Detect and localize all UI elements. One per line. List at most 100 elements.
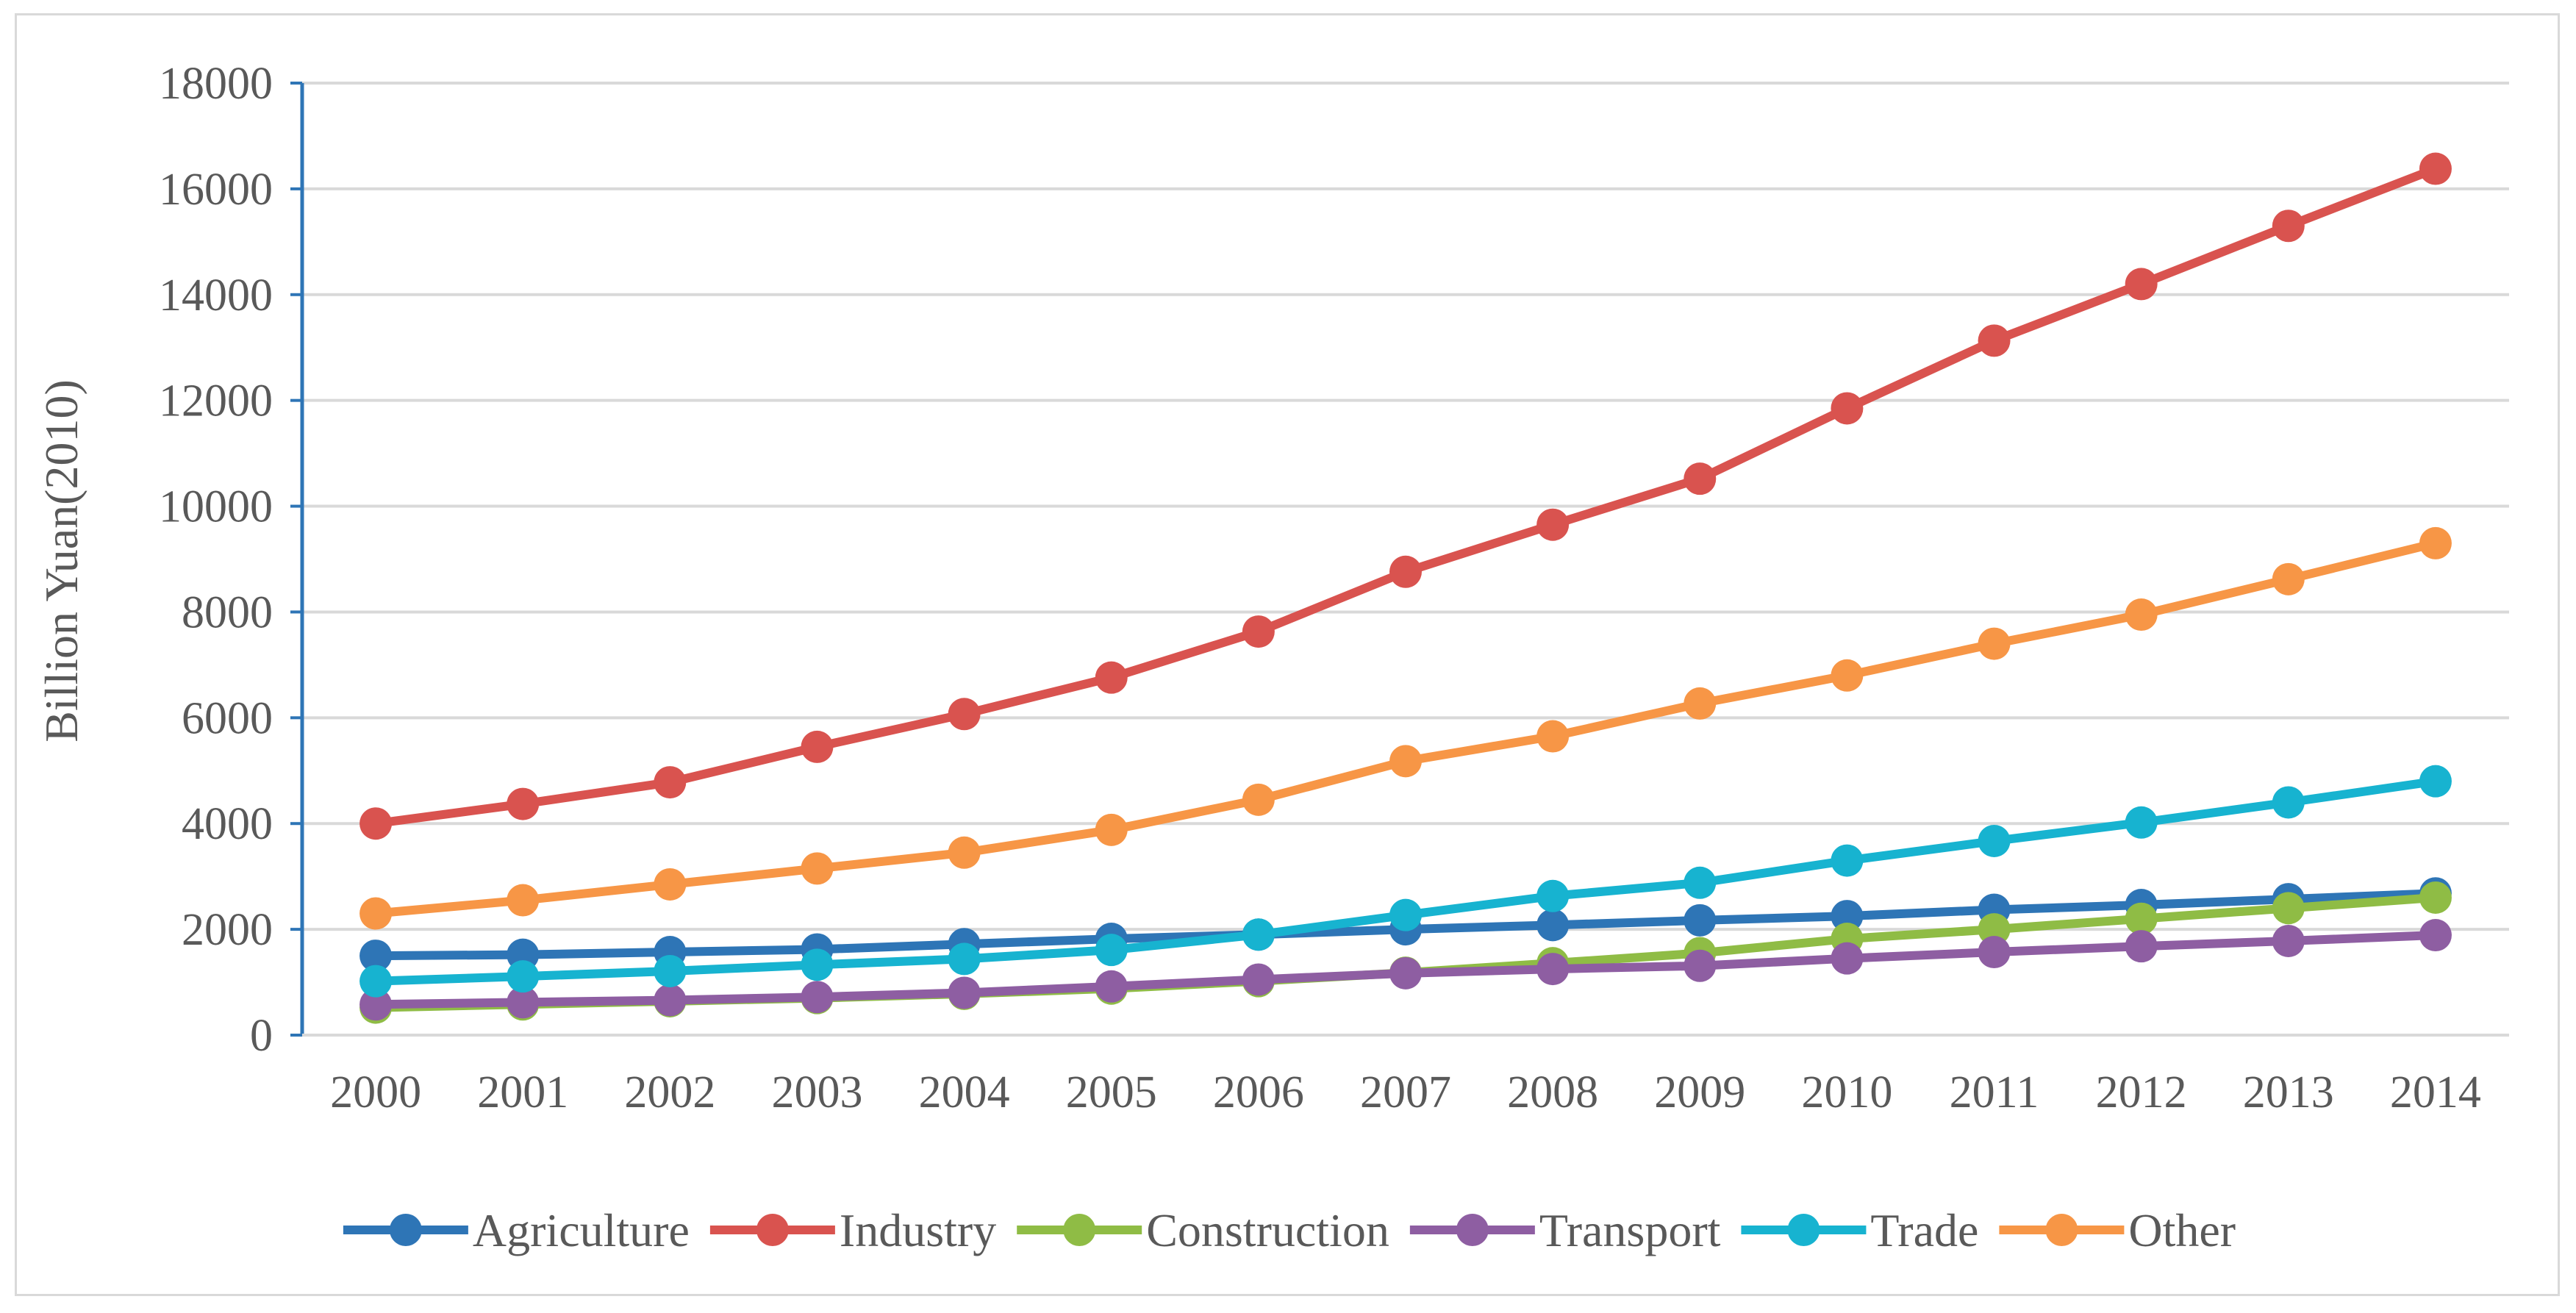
data-point-industry[interactable]: [801, 730, 834, 763]
data-point-other[interactable]: [1978, 627, 2011, 660]
y-tick-label: 10000: [159, 482, 273, 532]
data-point-transport[interactable]: [1536, 953, 1570, 986]
data-point-industry[interactable]: [654, 766, 687, 799]
data-point-other[interactable]: [2272, 562, 2305, 595]
data-point-transport[interactable]: [1684, 949, 1717, 982]
legend-item-transport[interactable]: Transport: [1409, 1204, 1721, 1256]
series-line-other: [371, 538, 2440, 918]
y-tick-label: 6000: [182, 693, 273, 743]
data-point-transport[interactable]: [1095, 970, 1128, 1003]
data-point-other[interactable]: [507, 884, 540, 917]
x-tick-label: 2003: [771, 1067, 862, 1117]
data-point-transport[interactable]: [1389, 956, 1422, 990]
data-point-trade[interactable]: [801, 948, 834, 981]
legend-swatch-marker: [1787, 1214, 1820, 1246]
data-point-other[interactable]: [2125, 598, 2158, 632]
legend-label: Other: [2128, 1204, 2236, 1256]
y-tick-label: 8000: [182, 587, 273, 637]
line-chart: 0 2000 4000 6000 8000 10000 12000 14000 16000 180…: [35, 59, 2509, 1256]
data-point-trade[interactable]: [1684, 866, 1717, 899]
data-point-trade[interactable]: [1536, 879, 1570, 912]
data-point-agriculture[interactable]: [1831, 900, 1864, 933]
data-point-industry[interactable]: [1978, 324, 2011, 357]
data-point-industry[interactable]: [1831, 392, 1864, 425]
data-point-other[interactable]: [1831, 659, 1864, 692]
y-tick-label: 0: [250, 1011, 273, 1061]
data-point-other[interactable]: [2419, 526, 2452, 559]
x-tick-label: 2011: [1950, 1067, 2039, 1117]
x-tick-label: 2008: [1507, 1067, 1598, 1117]
legend-item-industry[interactable]: Industry: [709, 1204, 996, 1256]
data-point-industry[interactable]: [1536, 508, 1570, 541]
data-point-other[interactable]: [948, 836, 981, 869]
data-point-other[interactable]: [1536, 720, 1570, 753]
data-point-transport[interactable]: [2125, 930, 2158, 963]
x-tick-label: 2010: [1801, 1067, 1892, 1117]
y-tick-label: 4000: [182, 799, 273, 849]
data-point-trade[interactable]: [654, 954, 687, 987]
data-point-transport[interactable]: [801, 981, 834, 1014]
data-point-trade[interactable]: [2272, 786, 2305, 819]
data-point-trade[interactable]: [359, 965, 393, 998]
x-tick-label: 2002: [624, 1067, 715, 1117]
data-point-other[interactable]: [1684, 687, 1717, 720]
y-tick-label: 2000: [182, 905, 273, 955]
legend-item-trade[interactable]: Trade: [1741, 1204, 1978, 1256]
data-point-trade[interactable]: [1242, 918, 1275, 951]
data-point-transport[interactable]: [2419, 919, 2452, 952]
data-point-industry[interactable]: [359, 807, 393, 840]
legend-item-other[interactable]: Other: [1999, 1204, 2236, 1256]
data-point-trade[interactable]: [1095, 934, 1128, 967]
data-point-agriculture[interactable]: [1536, 909, 1570, 942]
data-point-other[interactable]: [801, 852, 834, 885]
data-point-industry[interactable]: [1095, 661, 1128, 694]
data-point-transport[interactable]: [654, 984, 687, 1017]
series-line-industry: [371, 164, 2440, 829]
data-point-transport[interactable]: [359, 988, 393, 1021]
data-point-transport[interactable]: [1978, 936, 2011, 969]
data-point-construction[interactable]: [2272, 892, 2305, 925]
y-tick-label: 18000: [159, 59, 273, 109]
data-point-other[interactable]: [1095, 813, 1128, 846]
x-tick-label: 2001: [477, 1067, 568, 1117]
data-point-construction[interactable]: [1978, 913, 2011, 946]
data-point-agriculture[interactable]: [1684, 904, 1717, 937]
y-axis-title: Billion Yuan(2010): [35, 379, 87, 743]
data-point-construction[interactable]: [2419, 881, 2452, 914]
data-point-trade[interactable]: [1978, 824, 2011, 857]
data-point-industry[interactable]: [2125, 268, 2158, 301]
data-point-transport[interactable]: [1831, 942, 1864, 975]
data-point-construction[interactable]: [2125, 902, 2158, 935]
legend-item-construction[interactable]: Construction: [1017, 1204, 1389, 1256]
data-point-transport[interactable]: [1242, 963, 1275, 996]
data-point-other[interactable]: [1242, 783, 1275, 816]
data-point-industry[interactable]: [1389, 555, 1422, 588]
data-point-industry[interactable]: [1242, 615, 1275, 648]
legend-label: Agriculture: [473, 1204, 690, 1256]
data-point-transport[interactable]: [948, 976, 981, 1009]
data-point-trade[interactable]: [1389, 898, 1422, 931]
data-point-transport[interactable]: [507, 986, 540, 1019]
y-tick-label: 14000: [159, 271, 273, 321]
data-point-industry[interactable]: [948, 698, 981, 731]
data-point-industry[interactable]: [507, 787, 540, 820]
legend-label: Construction: [1146, 1204, 1389, 1256]
legend-item-agriculture[interactable]: Agriculture: [343, 1204, 690, 1256]
data-point-transport[interactable]: [2272, 924, 2305, 957]
data-point-other[interactable]: [654, 867, 687, 901]
data-point-trade[interactable]: [2419, 765, 2452, 798]
data-point-trade[interactable]: [1831, 844, 1864, 877]
data-point-industry[interactable]: [1684, 462, 1717, 495]
data-point-trade[interactable]: [2125, 806, 2158, 839]
data-point-industry[interactable]: [2419, 152, 2452, 185]
data-point-agriculture[interactable]: [359, 940, 393, 973]
data-point-trade[interactable]: [507, 960, 540, 993]
data-point-other[interactable]: [359, 897, 393, 930]
legend-label: Transport: [1539, 1204, 1721, 1256]
data-point-trade[interactable]: [948, 942, 981, 976]
series: [359, 152, 2452, 1024]
legend-swatch-marker: [389, 1214, 422, 1246]
data-point-industry[interactable]: [2272, 210, 2305, 243]
legend-swatch-marker: [1456, 1214, 1489, 1246]
data-point-other[interactable]: [1389, 745, 1422, 778]
